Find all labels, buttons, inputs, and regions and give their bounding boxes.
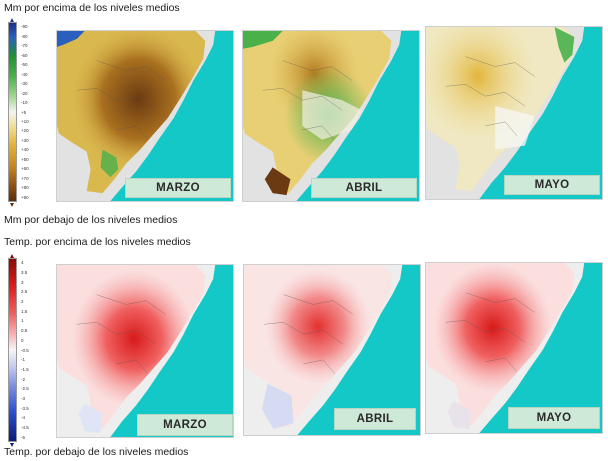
precip-map-marzo-graphic: [57, 31, 233, 201]
precip-legend-tick: -50: [21, 62, 28, 68]
precip-legend-tick: +80: [21, 185, 29, 191]
temp-map-mayo: MAYO: [425, 262, 603, 434]
temp-map-mayo-label: MAYO: [508, 407, 600, 429]
temp-legend-tick: -3: [21, 395, 26, 401]
precip-legend: -90 -80 -70 -60 -50 -40 -30 -20 -10 +5 +10 +20 +30 +4…: [8, 18, 44, 207]
precip-legend-tick: -10: [21, 100, 28, 106]
temp-legend-tick: 4: [21, 260, 24, 266]
precip-map-mayo-label: MAYO: [504, 175, 600, 195]
precip-legend-tick: -60: [21, 52, 28, 58]
legend-arrow-down-icon: [10, 443, 14, 447]
temp-legend-tick: -3.5: [21, 405, 29, 411]
temp-caption-above: Temp. por encima de los niveles medios: [4, 236, 191, 248]
temp-map-abril-graphic: [244, 265, 420, 435]
precip-legend-tick: +60: [21, 166, 29, 172]
temp-legend-bar: [8, 258, 17, 442]
legend-arrow-up-icon: [10, 18, 14, 22]
precip-legend-tick: +20: [21, 128, 29, 134]
temp-legend-tick: -1: [21, 357, 26, 363]
precip-legend-tick: -70: [21, 43, 28, 49]
temp-legend-tick: 2.5: [21, 289, 28, 295]
precip-legend-tick: +40: [21, 147, 29, 153]
temp-map-mayo-graphic: [426, 263, 602, 433]
precip-map-marzo-label: MARZO: [125, 178, 231, 198]
precip-map-marzo: MARZO: [56, 30, 234, 202]
precip-legend-tick: +10: [21, 118, 29, 124]
precip-legend-tick: +70: [21, 175, 29, 181]
precip-legend-tick: +50: [21, 156, 29, 162]
precip-legend-tick: -80: [21, 33, 28, 39]
legend-arrow-down-icon: [10, 203, 14, 207]
temp-legend-tick: -4.5: [21, 424, 29, 430]
temp-map-abril-label: ABRIL: [334, 408, 416, 430]
precip-map-abril-label: ABRIL: [311, 178, 417, 198]
temp-legend-tick: 1.5: [21, 308, 28, 314]
temp-legend-tick: -5: [21, 434, 26, 440]
temp-legend-tick: 1: [21, 318, 24, 324]
precip-legend-tick: -30: [21, 81, 28, 87]
temp-legend-tick: -1.5: [21, 366, 29, 372]
precip-map-mayo: MAYO: [425, 26, 603, 200]
temp-legend-tick: -0.5: [21, 347, 29, 353]
precip-legend-tick: +90: [21, 194, 29, 200]
temp-legend-tick: -2: [21, 376, 26, 382]
precip-legend-tick: +5: [21, 109, 27, 115]
temp-legend-tick: 3: [21, 279, 24, 285]
temp-map-marzo: MARZO: [56, 264, 234, 438]
temp-legend-tick: 0: [21, 337, 24, 343]
precip-caption-below: Mm por debajo de los niveles medios: [4, 214, 178, 226]
precip-legend-tick: -40: [21, 71, 28, 77]
precip-legend-tick: -20: [21, 90, 28, 96]
precip-legend-tick: +30: [21, 137, 29, 143]
temp-legend-tick: 3.5: [21, 270, 28, 276]
temp-map-marzo-label: MARZO: [137, 414, 233, 436]
precip-legend-bar: [8, 22, 17, 202]
temp-legend-tick: -2.5: [21, 386, 29, 392]
temp-map-abril: ABRIL: [243, 264, 421, 436]
temp-legend: 4 3.5 3 2.5 2 1.5 1 0.5 0 -0.5 -1 -1.5 -2 -2.5 -3 -3.5 -…: [8, 254, 44, 447]
precip-map-abril-graphic: [243, 31, 419, 201]
precip-map-abril: ABRIL: [242, 30, 420, 202]
temp-legend-tick: 0.5: [21, 328, 28, 334]
precip-legend-ticks: -90 -80 -70 -60 -50 -40 -30 -20 -10 +5 +10 +20 +30 +4…: [21, 22, 43, 202]
precip-legend-tick: -90: [21, 24, 28, 30]
legend-arrow-up-icon: [10, 254, 14, 258]
temp-legend-tick: -4: [21, 415, 26, 421]
precip-caption-above: Mm por encima de los niveles medios: [4, 2, 180, 14]
temp-caption-below: Temp. por debajo de los niveles medios: [4, 446, 189, 458]
precip-map-mayo-graphic: [426, 27, 602, 199]
temp-legend-ticks: 4 3.5 3 2.5 2 1.5 1 0.5 0 -0.5 -1 -1.5 -2 -2.5 -3 -3.5 -…: [21, 258, 43, 442]
temp-legend-tick: 2: [21, 299, 24, 305]
temp-map-marzo-graphic: [57, 265, 233, 437]
